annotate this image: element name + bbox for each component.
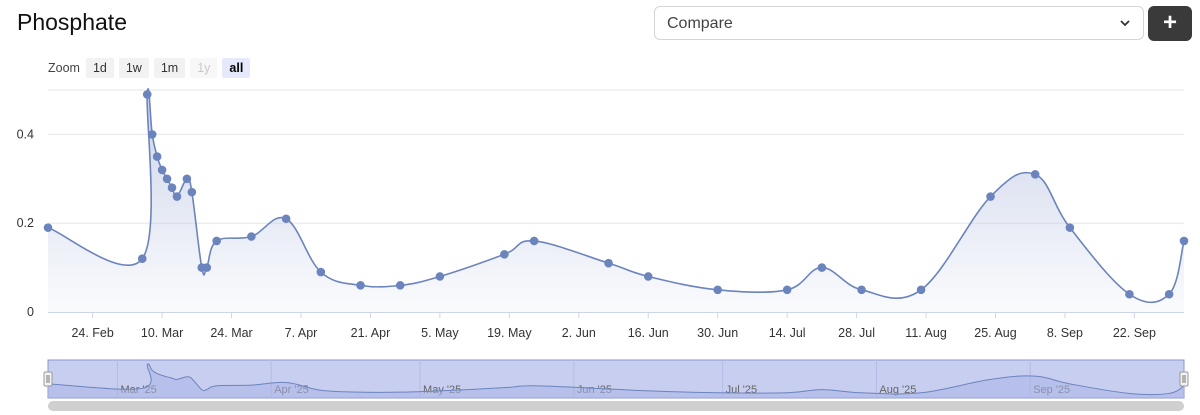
- x-tick-label: 16. Jun: [628, 326, 669, 340]
- data-point: [1065, 223, 1075, 232]
- x-tick-label: 7. Apr: [285, 326, 318, 340]
- data-point: [643, 272, 653, 281]
- add-compare-button[interactable]: +: [1148, 6, 1192, 41]
- data-point: [247, 232, 256, 241]
- zoom-1d-button[interactable]: 1d: [85, 58, 114, 78]
- chevron-down-icon: [1120, 20, 1130, 27]
- navigator-right-handle[interactable]: [1179, 371, 1189, 387]
- data-point: [817, 263, 827, 272]
- data-point: [1179, 236, 1189, 246]
- data-point: [529, 236, 539, 246]
- data-point: [916, 285, 926, 295]
- navigator-area: [48, 363, 1184, 398]
- y-tick-label: 0: [27, 305, 34, 319]
- y-tick-label: 0.4: [17, 127, 34, 141]
- data-point: [281, 214, 291, 224]
- x-tick-label: 25. Aug: [974, 326, 1016, 340]
- x-tick-label: 10. Mar: [141, 326, 183, 340]
- compare-select[interactable]: Compare: [654, 6, 1144, 40]
- data-point: [157, 165, 167, 175]
- data-point: [182, 174, 192, 184]
- data-point: [1164, 289, 1174, 299]
- x-tick-label: 19. May: [487, 326, 532, 340]
- data-point: [435, 272, 445, 281]
- data-point: [782, 285, 792, 295]
- x-tick-label: 5. May: [421, 326, 459, 340]
- data-point: [187, 187, 197, 197]
- zoom-all-button[interactable]: all: [222, 58, 251, 78]
- data-point: [147, 130, 157, 139]
- x-tick-label: 2. Jun: [562, 326, 596, 340]
- data-point: [500, 249, 509, 259]
- zoom-1m-button[interactable]: 1m: [153, 58, 186, 78]
- navigator-scrollbar[interactable]: [48, 401, 1184, 411]
- x-tick-label: 22. Sep: [1113, 326, 1156, 340]
- zoom-label: Zoom: [48, 61, 80, 75]
- data-point: [172, 192, 182, 201]
- series-area: [48, 88, 1184, 312]
- zoom-selector: Zoom 1d 1w 1m 1y all: [48, 58, 255, 78]
- data-point: [202, 263, 212, 272]
- data-point: [395, 281, 405, 290]
- data-point: [1030, 170, 1040, 179]
- x-tick-label: 24. Feb: [71, 326, 113, 340]
- x-tick-label: 11. Aug: [905, 326, 947, 340]
- data-point: [212, 236, 221, 246]
- data-point: [142, 90, 152, 99]
- zoom-1y-button: 1y: [190, 58, 218, 78]
- y-tick-label: 0.2: [17, 216, 34, 230]
- data-point: [316, 267, 326, 277]
- data-point: [162, 174, 172, 184]
- data-point: [43, 223, 53, 232]
- zoom-1w-button[interactable]: 1w: [118, 58, 149, 78]
- page-title: Phosphate: [17, 9, 127, 35]
- data-point: [1125, 289, 1134, 299]
- x-tick-label: 24. Mar: [210, 326, 252, 340]
- x-tick-label: 21. Apr: [351, 326, 391, 340]
- data-point: [356, 281, 365, 290]
- data-point: [137, 254, 147, 264]
- navigator-left-handle[interactable]: [43, 371, 53, 387]
- data-point: [986, 192, 995, 201]
- compare-select-label: Compare: [667, 15, 733, 32]
- x-tick-label: 30. Jun: [697, 326, 738, 340]
- data-point: [713, 285, 722, 295]
- x-tick-label: 14. Jul: [769, 326, 806, 340]
- x-tick-label: 8. Sep: [1047, 326, 1083, 340]
- data-point: [857, 285, 866, 295]
- data-point: [604, 258, 613, 268]
- data-point: [167, 183, 177, 192]
- x-tick-label: 28. Jul: [838, 326, 875, 340]
- navigator-line: [47, 363, 1185, 396]
- navigator-tick-label: Aug '25: [879, 384, 916, 396]
- data-point: [152, 152, 162, 161]
